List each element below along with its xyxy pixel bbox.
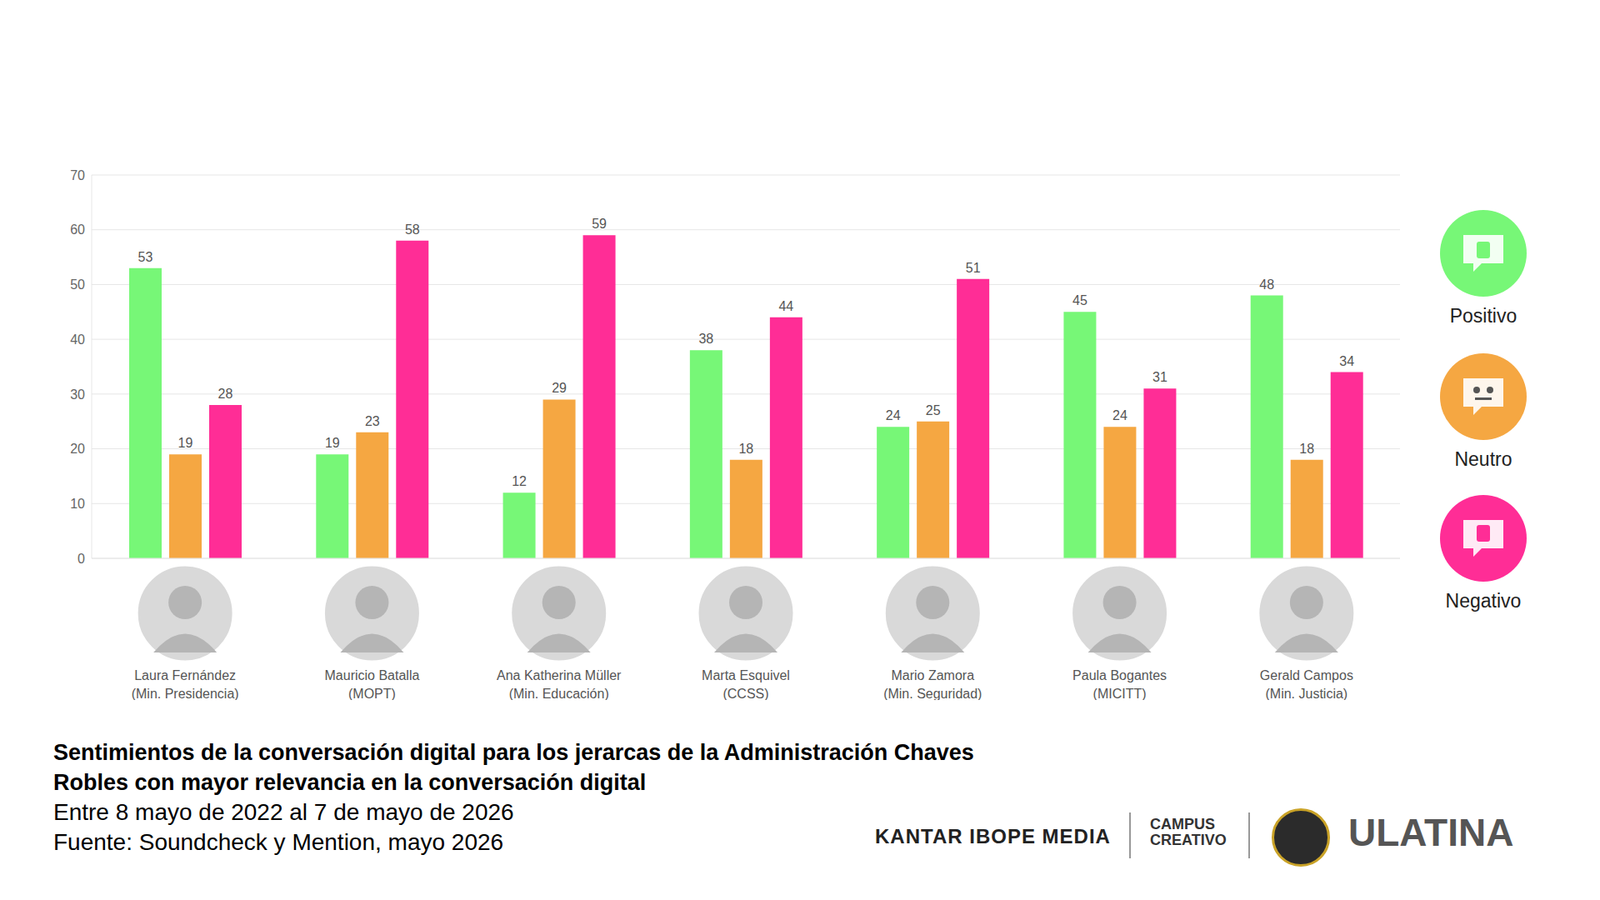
svg-text:18: 18: [738, 441, 754, 456]
svg-text:45: 45: [1072, 293, 1088, 308]
svg-text:Paula Bogantes: Paula Bogantes: [1072, 668, 1167, 683]
html-text:Entre 8 mayo de 2022 al 7 de m: Entre 8 mayo de 2022 al 7 de mayo de 202…: [53, 799, 514, 825]
svg-text:(CCSS): (CCSS): [722, 686, 769, 700]
svg-text:24: 24: [885, 408, 901, 423]
svg-text:20: 20: [70, 441, 85, 456]
svg-text:Laura Fernández: Laura Fernández: [134, 668, 236, 683]
svg-text:28: 28: [218, 386, 234, 401]
svg-text:59: 59: [591, 216, 607, 231]
svg-text:60: 60: [70, 222, 85, 237]
svg-text:(Min. Seguridad): (Min. Seguridad): [883, 686, 982, 700]
html-text:Negativo: Negativo: [1445, 590, 1522, 612]
svg-text:19: 19: [325, 435, 340, 450]
svg-text:34: 34: [1339, 354, 1355, 369]
svg-text:(MOPT): (MOPT): [348, 686, 396, 700]
svg-text:48: 48: [1259, 277, 1275, 292]
html-text:Positivo: Positivo: [1449, 305, 1517, 327]
html-text:ULATINA: ULATINA: [1348, 810, 1514, 855]
svg-text:38: 38: [698, 331, 714, 346]
svg-text:Mario Zamora: Mario Zamora: [890, 668, 975, 683]
svg-text:44: 44: [778, 299, 794, 314]
svg-text:50: 50: [70, 277, 85, 292]
svg-text:29: 29: [551, 380, 567, 395]
html-text:KANTAR IBOPE MEDIA: KANTAR IBOPE MEDIA: [875, 825, 1111, 848]
svg-text:53: 53: [138, 250, 154, 265]
svg-text:40: 40: [70, 332, 85, 347]
svg-text:51: 51: [965, 260, 981, 275]
svg-text:(Min. Justicia): (Min. Justicia): [1265, 686, 1349, 700]
svg-text:18: 18: [1299, 441, 1315, 456]
html-text:Sentimientos de la conversació: Sentimientos de la conversación digital …: [53, 740, 975, 795]
svg-text:Mauricio Batalla: Mauricio Batalla: [325, 668, 420, 683]
svg-text:58: 58: [405, 222, 420, 237]
svg-text:31: 31: [1152, 370, 1168, 385]
svg-text:10: 10: [70, 496, 85, 511]
svg-text:30: 30: [70, 387, 85, 402]
html-text:Neutro: Neutro: [1454, 448, 1513, 470]
svg-text:19: 19: [178, 435, 194, 450]
svg-text:12: 12: [511, 474, 527, 489]
svg-text:Ana Katherina Müller: Ana Katherina Müller: [496, 668, 622, 683]
svg-text:(Min. Educación): (Min. Educación): [509, 686, 610, 700]
svg-text:25: 25: [925, 403, 941, 418]
html-text:Fuente: Soundcheck y Mention,: Fuente: Soundcheck y Mention, mayo 2026: [53, 829, 504, 855]
svg-text:24: 24: [1112, 408, 1128, 423]
svg-text:(Min. Presidencia): (Min. Presidencia): [131, 686, 240, 700]
svg-text:70: 70: [70, 168, 85, 183]
svg-text:(MICITT): (MICITT): [1093, 686, 1147, 700]
svg-text:23: 23: [365, 414, 380, 429]
svg-text:0: 0: [77, 551, 85, 566]
svg-text:Gerald Campos: Gerald Campos: [1260, 668, 1354, 683]
svg-text:Marta Esquivel: Marta Esquivel: [701, 668, 790, 683]
html-text:CAMPUS CREATIVO: CAMPUS CREATIVO: [1150, 815, 1227, 849]
